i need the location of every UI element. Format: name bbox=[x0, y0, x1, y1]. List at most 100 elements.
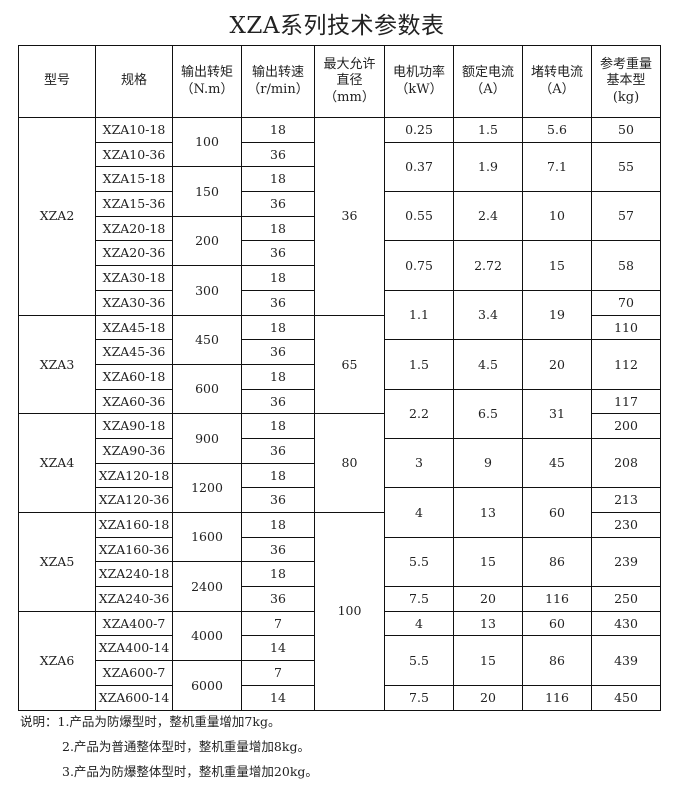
table-cell: 36 bbox=[241, 240, 315, 267]
table-cell: 2.2 bbox=[384, 388, 454, 439]
column-header: 堵转电流 （A） bbox=[522, 45, 592, 118]
column-header-line: 最大允许 bbox=[323, 57, 376, 73]
parameter-table: 型号 规格 输出转矩 （N.m） 输出转速 （r/min） 最大允许 直径 （mm） 电机功率 （k… bbox=[18, 45, 661, 711]
column-header-line: （A） bbox=[539, 81, 575, 97]
table-cell: 36 bbox=[241, 437, 315, 464]
table-row: XZA15-18 150 18 bbox=[19, 166, 661, 217]
table-cell: 4 bbox=[384, 610, 454, 637]
column-header-line: 电机功率 bbox=[392, 65, 445, 81]
table-cell: 0.37 bbox=[384, 141, 454, 193]
table-cell: 116 bbox=[522, 684, 592, 711]
table-cell: 19 bbox=[522, 289, 592, 341]
table-cell: 18 bbox=[241, 561, 315, 588]
table-cell: 5.6 bbox=[522, 117, 592, 143]
table-cell: 36 bbox=[241, 388, 315, 415]
column-header-line: （A） bbox=[470, 81, 506, 97]
column-header: 输出转矩 （N.m） bbox=[172, 45, 242, 118]
table-cell: 3.4 bbox=[453, 289, 523, 341]
table-cell: XZA90-18 bbox=[95, 413, 173, 439]
column-header: 型号 bbox=[18, 45, 96, 118]
table-cell: 13 bbox=[453, 610, 523, 637]
table-row: XZA400-14 14 5.5 15 86 439 bbox=[19, 635, 661, 686]
table-cell: 4.5 bbox=[453, 339, 523, 390]
column-header-line: 参考重量 bbox=[599, 57, 652, 73]
table-cell: 112 bbox=[591, 339, 661, 390]
table-cell: 45 bbox=[522, 437, 592, 489]
column-header: 输出转速 （r/min） bbox=[241, 45, 315, 118]
table-cell: 18 bbox=[241, 314, 315, 341]
table-cell: 7.1 bbox=[522, 141, 592, 193]
table-row: XZA15-36 36 0.55 2.4 10 57 bbox=[19, 191, 661, 242]
table-cell: 5.5 bbox=[384, 536, 454, 588]
table-cell: XZA5 bbox=[18, 512, 96, 612]
table-cell: XZA240-36 bbox=[95, 586, 173, 612]
table-row: XZA30-36 36 1.1 3.4 19 70 bbox=[19, 289, 661, 341]
table-cell: 300 bbox=[172, 265, 242, 316]
table-row: XZA2 XZA10-18 100 18 36 0.25 1.5 5.6 50 bbox=[18, 116, 661, 316]
table-cell: 250 bbox=[591, 586, 661, 612]
table-cell: XZA6 bbox=[18, 610, 96, 711]
table-cell: 55 bbox=[591, 141, 661, 193]
column-header: 电机功率 （kW） bbox=[384, 45, 454, 118]
table-cell: 600 bbox=[172, 363, 242, 415]
table-cell: 3 bbox=[384, 437, 454, 489]
table-cell: 4 bbox=[384, 487, 454, 538]
table-cell: 36 bbox=[241, 289, 315, 316]
table-cell: XZA30-36 bbox=[95, 289, 173, 316]
table-cell: 58 bbox=[591, 240, 661, 291]
table-cell: XZA45-36 bbox=[95, 339, 173, 365]
table-cell: 0.25 bbox=[384, 117, 454, 143]
table-row: XZA60-36 36 2.2 6.5 31 117 bbox=[19, 388, 661, 439]
column-header-line: （kW） bbox=[395, 81, 443, 97]
table-cell: 150 bbox=[172, 166, 242, 217]
table-cell: 36 bbox=[314, 117, 385, 316]
table-cell: XZA400-7 bbox=[95, 610, 173, 637]
table-cell: XZA400-14 bbox=[95, 635, 173, 662]
table-row: XZA6 XZA400-7 4000 7 4 13 60 430 bbox=[18, 610, 661, 711]
column-header-line: （N.m） bbox=[180, 81, 234, 97]
column-header-line: 基本型 bbox=[606, 73, 646, 89]
table-cell: 100 bbox=[314, 512, 385, 711]
table-row: XZA5 XZA160-18 1600 18 100 230 bbox=[18, 511, 661, 711]
table-cell: 36 bbox=[241, 339, 315, 365]
table-cell: 213 bbox=[591, 487, 661, 513]
table-cell: XZA15-36 bbox=[95, 191, 173, 217]
table-cell: 9 bbox=[453, 437, 523, 489]
table-cell: 450 bbox=[172, 314, 242, 365]
table-row: XZA120-18 1200 18 bbox=[19, 462, 661, 514]
column-header-line: （mm） bbox=[324, 89, 375, 105]
table-cell: 20 bbox=[453, 586, 523, 612]
table-cell: 57 bbox=[591, 191, 661, 242]
table-cell: XZA10-36 bbox=[95, 141, 173, 168]
table-cell: 65 bbox=[314, 314, 385, 415]
table-cell: 2400 bbox=[172, 561, 242, 612]
table-cell: 1600 bbox=[172, 511, 242, 563]
table-cell: 200 bbox=[591, 413, 661, 439]
table-row: XZA240-18 2400 18 bbox=[19, 561, 661, 612]
note-2: 2.产品为普通整体型时，整机重量增加8kg。 bbox=[62, 739, 310, 754]
table-cell: 18 bbox=[241, 117, 315, 143]
table-cell: 1200 bbox=[172, 462, 242, 514]
table-cell: 80 bbox=[314, 413, 385, 513]
column-header-line: （r/min） bbox=[247, 81, 309, 97]
table-cell: 0.55 bbox=[384, 191, 454, 242]
table-row: XZA60-18 600 18 bbox=[19, 363, 661, 415]
notes: 说明：1.产品为防爆型时，整机重量增加7kg。 2.产品为普通整体型时，整机重量… bbox=[20, 709, 318, 784]
table-cell: XZA120-18 bbox=[95, 462, 173, 489]
table-cell: 900 bbox=[172, 413, 242, 464]
table-cell: 6000 bbox=[172, 660, 242, 711]
table-cell: 430 bbox=[591, 610, 661, 637]
table-cell: 20 bbox=[453, 684, 523, 711]
table-cell: 18 bbox=[241, 215, 315, 242]
table-cell: 14 bbox=[241, 635, 315, 662]
table-cell: 86 bbox=[522, 536, 592, 588]
table-cell: 7 bbox=[241, 660, 315, 686]
table-cell: 1.5 bbox=[453, 117, 523, 143]
column-header-line: 规格 bbox=[120, 73, 147, 89]
table-cell: 117 bbox=[591, 388, 661, 415]
table-cell: 2.4 bbox=[453, 191, 523, 242]
table-cell: 6.5 bbox=[453, 388, 523, 439]
table-cell: 7.5 bbox=[384, 586, 454, 612]
table-cell: 18 bbox=[241, 166, 315, 193]
table-cell: 14 bbox=[241, 684, 315, 711]
